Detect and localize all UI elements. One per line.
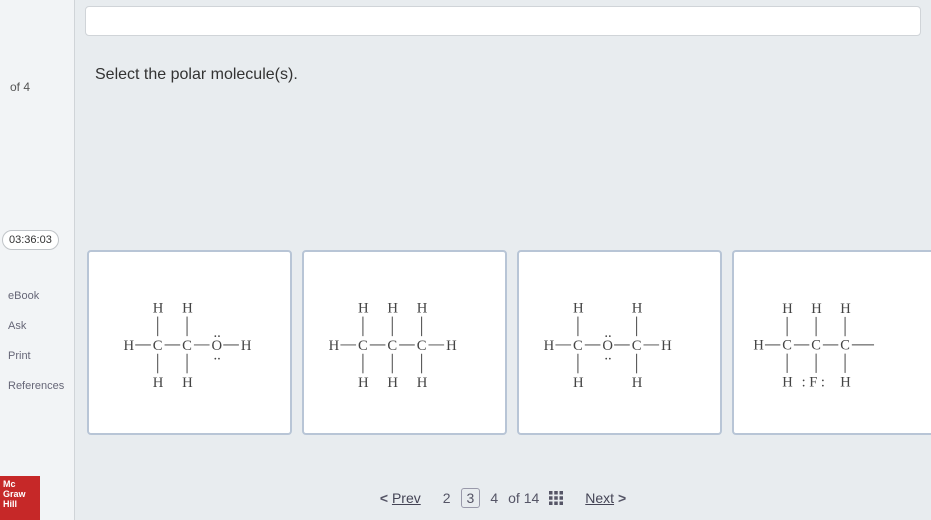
page-2[interactable]: 2 [443,490,451,506]
molecule-option-4[interactable]: H C C C H H H H : F : H [732,250,931,435]
svg-text:..: .. [213,325,220,341]
main-panel: Select the polar molecule(s). H C C O ..… [75,0,931,520]
next-button[interactable]: Next > [585,490,626,506]
svg-text:H: H [417,301,428,317]
svg-text:C: C [417,338,427,354]
svg-text:C: C [153,338,163,354]
svg-text:H: H [632,301,643,317]
page-3-current[interactable]: 3 [461,488,481,508]
svg-text:H: H [358,375,369,391]
svg-text:..: .. [604,325,611,341]
svg-text:H: H [782,301,793,317]
svg-text:H: H [661,338,672,354]
svg-text:H: H [182,375,193,391]
molecule-option-3[interactable]: H C O .. .. C H H H H H [517,250,722,435]
question-stem-box [85,6,921,36]
svg-text:H: H [544,338,555,354]
question-prompt: Select the polar molecule(s). [95,66,931,84]
sidebar-link-print[interactable]: Print [8,350,64,362]
sidebar-link-ebook[interactable]: eBook [8,290,64,302]
svg-text:H: H [387,301,398,317]
svg-text:C: C [573,338,583,354]
timer-badge: 03:36:03 [2,230,59,250]
svg-text:C: C [632,338,642,354]
svg-text:H: H [123,338,134,354]
page-of-label: of 14 [508,490,539,506]
chevron-left-icon: < [380,490,388,506]
molecule-option-1[interactable]: H C C O .. .. H H H H H [87,250,292,435]
svg-text:H: H [573,375,584,391]
svg-text:C: C [387,338,397,354]
svg-text:: F :: : F : [802,374,825,390]
svg-text:C: C [811,338,821,354]
prev-button[interactable]: < Prev [380,490,421,506]
svg-text:C: C [358,338,368,354]
sidebar-link-ask[interactable]: Ask [8,320,64,332]
svg-text:H: H [446,338,457,354]
page-numbers: 2 3 4 of 14 [443,488,564,508]
molecule-option-2[interactable]: H C C C H H H H H H H [302,250,507,435]
svg-text:C: C [782,338,792,354]
svg-text:H: H [329,338,340,354]
question-counter: of 4 [10,80,30,94]
grid-icon[interactable] [549,491,563,505]
svg-text:H: H [811,301,822,317]
sidebar: of 4 03:36:03 eBook Ask Print References… [0,0,75,520]
svg-text:H: H [417,375,428,391]
chevron-right-icon: > [618,490,626,506]
sidebar-links: eBook Ask Print References [8,290,64,392]
brand-logo: Mc Graw Hill [0,476,40,520]
molecule-options: H C C O .. .. H H H H H H [87,250,931,440]
svg-text:C: C [182,338,192,354]
pagination-bar: < Prev 2 3 4 of 14 Next > [75,488,931,508]
svg-text:H: H [782,374,793,390]
svg-text:..: .. [213,348,220,364]
svg-text:H: H [153,375,164,391]
svg-text:H: H [573,301,584,317]
svg-text:H: H [358,301,369,317]
svg-text:H: H [153,301,164,317]
svg-text:H: H [387,375,398,391]
svg-text:H: H [840,301,851,317]
sidebar-link-references[interactable]: References [8,380,64,392]
page-4[interactable]: 4 [490,490,498,506]
svg-text:..: .. [604,348,611,364]
svg-text:H: H [632,375,643,391]
svg-text:H: H [182,301,193,317]
svg-text:H: H [753,338,764,354]
svg-text:C: C [840,338,850,354]
svg-text:H: H [241,338,252,354]
svg-text:H: H [840,374,851,390]
